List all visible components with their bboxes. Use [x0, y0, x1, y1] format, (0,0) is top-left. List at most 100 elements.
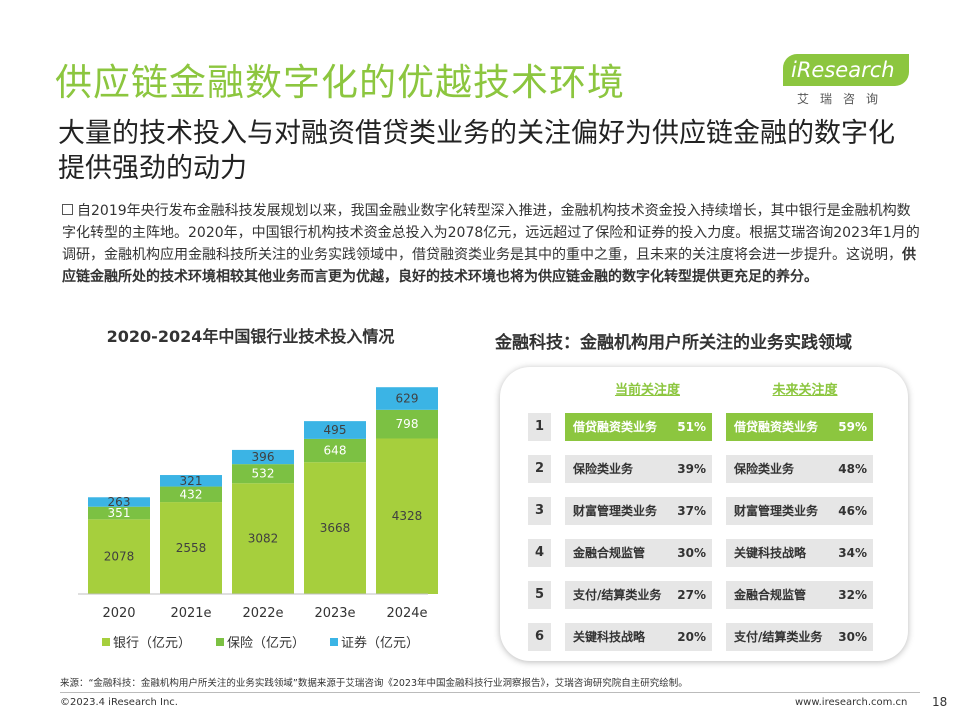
bar-value-label: 532: [252, 467, 275, 481]
future-attention-cell: 保险类业务 48%: [726, 455, 873, 483]
bar-value-label: 396: [252, 450, 275, 464]
rank-cell: 2: [528, 455, 551, 483]
x-tick-label: 2022e: [242, 606, 283, 621]
legend-label: 银行（亿元）: [113, 636, 191, 651]
bar-value-label: 798: [396, 417, 419, 431]
bar-segment: [304, 438, 366, 463]
current-area-percent: 30%: [677, 546, 706, 560]
bar-segment: [232, 449, 294, 465]
future-attention-cell: 支付/结算类业务 30%: [726, 623, 873, 651]
legend-swatch: [102, 638, 110, 646]
legend-swatch: [330, 638, 338, 646]
current-attention-cell: 金融合规监管 30%: [565, 539, 712, 567]
future-attention-header: 未来关注度: [772, 383, 838, 398]
rank-cell: 1: [528, 413, 551, 441]
footer-divider: [60, 692, 920, 693]
future-area-label: 支付/结算类业务: [734, 630, 823, 644]
future-area-percent: 59%: [838, 420, 867, 434]
bar-value-label: 495: [324, 423, 347, 437]
current-area-label: 财富管理类业务: [573, 504, 658, 518]
rank-cell: 5: [528, 581, 551, 609]
future-attention-cell: 借贷融资类业务 59%: [726, 413, 873, 441]
bar-segment: [160, 486, 222, 503]
bar-value-label: 2078: [104, 550, 135, 564]
future-area-label: 关键科技战略: [734, 546, 807, 560]
bar-segment: [88, 519, 150, 594]
future-area-label: 保险类业务: [734, 462, 795, 476]
rank-cell: 4: [528, 539, 551, 567]
logo-subtext: 艾瑞咨询: [797, 92, 890, 106]
chart-legend: 银行（亿元） 保险（亿元） 证券（亿元）: [102, 635, 419, 651]
bar-segment: [376, 438, 438, 594]
current-area-label: 支付/结算类业务: [573, 588, 662, 602]
chart-title: 2020-2024年中国银行业技术投入情况: [106, 327, 395, 346]
future-area-label: 金融合规监管: [734, 588, 807, 602]
bar-value-label: 4328: [392, 509, 423, 523]
intro-emphasis: 供应链金融所处的技术环境相较其他业务而言更为优越，良好的技术环境也将为供应链金融…: [62, 247, 916, 285]
bar-segment: [160, 475, 222, 487]
current-attention-header: 当前关注度: [614, 383, 680, 398]
intro-paragraph: 自2019年央行发布金融科技发展规划以来，我国金融业数字化转型深入推进，金融机构…: [62, 200, 922, 288]
bar-value-label: 648: [324, 444, 347, 458]
fintech-section-title: 金融科技：金融机构用户所关注的业务实践领域: [495, 333, 852, 353]
x-tick-label: 2024e: [386, 606, 427, 621]
x-tick-label: 2021e: [170, 606, 211, 621]
bar-value-label: 2558: [176, 541, 207, 555]
current-attention-cell: 保险类业务 39%: [565, 455, 712, 483]
x-tick-label: 2020: [102, 606, 135, 621]
future-attention-cell: 金融合规监管 32%: [726, 581, 873, 609]
bar-segment: [160, 502, 222, 594]
legend-label: 证券（亿元）: [341, 635, 419, 651]
bar-segment: [88, 497, 150, 507]
future-attention-cell: 财富管理类业务 46%: [726, 497, 873, 525]
source-note: 来源：“金融科技：金融机构用户所关注的业务实践领域”数据来源于艾瑞咨询《2023…: [60, 678, 688, 689]
copyright-text: ©2023.4 iResearch Inc.: [60, 697, 178, 708]
iresearch-logo: iResearch 艾瑞咨询: [783, 52, 918, 112]
future-area-label: 借贷融资类业务: [734, 420, 819, 434]
website-text: www.iresearch.com.cn: [795, 697, 908, 708]
current-area-label: 借贷融资类业务: [573, 420, 658, 434]
logo-wordmark: iResearch: [783, 54, 909, 86]
rank-cell: 6: [528, 623, 551, 651]
x-tick-labels: 2020 2021e 2022e 2023e 2024e: [102, 606, 427, 621]
bar-value-label: 321: [180, 474, 203, 488]
bar-segment: [232, 483, 294, 594]
bar-segment: [304, 462, 366, 594]
current-attention-cell: 支付/结算类业务 27%: [565, 581, 712, 609]
current-attention-cell: 借贷融资类业务 51%: [565, 413, 712, 441]
current-area-percent: 51%: [677, 420, 706, 434]
bullet-square-icon: [62, 204, 73, 215]
future-area-label: 财富管理类业务: [734, 504, 819, 518]
current-area-percent: 27%: [677, 588, 706, 602]
bar-value-label: 432: [180, 487, 203, 501]
page-number: 18: [932, 695, 948, 709]
page-subtitle: 大量的技术投入与对融资借贷类业务的关注偏好为供应链金融的数字化提供强劲的动力: [58, 118, 895, 184]
future-area-percent: 46%: [838, 504, 867, 518]
future-area-percent: 48%: [838, 462, 867, 476]
current-area-label: 保险类业务: [573, 462, 634, 476]
legend-swatch: [216, 638, 224, 646]
bar-segment: [304, 421, 366, 439]
future-area-percent: 30%: [838, 630, 867, 644]
bar-segment: [232, 464, 294, 484]
bar-value-label: 351: [108, 506, 131, 520]
current-attention-cell: 关键科技战略 20%: [565, 623, 712, 651]
fintech-panel: 当前关注度 未来关注度 1 借贷融资类业务 51% 借贷融资类业务 59% 2 保险类业务 3…: [500, 367, 908, 661]
current-area-percent: 37%: [677, 504, 706, 518]
intro-text: 自2019年央行发布金融科技发展规划以来，我国金融业数字化转型深入推进，金融机构…: [62, 203, 920, 263]
future-area-percent: 34%: [838, 546, 867, 560]
bar-value-label: 263: [108, 495, 131, 509]
bar-value-label: 629: [396, 392, 419, 406]
future-area-percent: 32%: [838, 588, 867, 602]
x-tick-label: 2023e: [314, 606, 355, 621]
current-area-percent: 20%: [677, 630, 706, 644]
bar-segment: [376, 409, 438, 439]
current-area-percent: 39%: [677, 462, 706, 476]
bar-value-label: 3668: [320, 521, 351, 535]
page-title: 供应链金融数字化的优越技术环境: [55, 61, 625, 104]
current-area-label: 关键科技战略: [573, 630, 646, 644]
current-area-label: 金融合规监管: [573, 546, 646, 560]
current-attention-cell: 财富管理类业务 37%: [565, 497, 712, 525]
